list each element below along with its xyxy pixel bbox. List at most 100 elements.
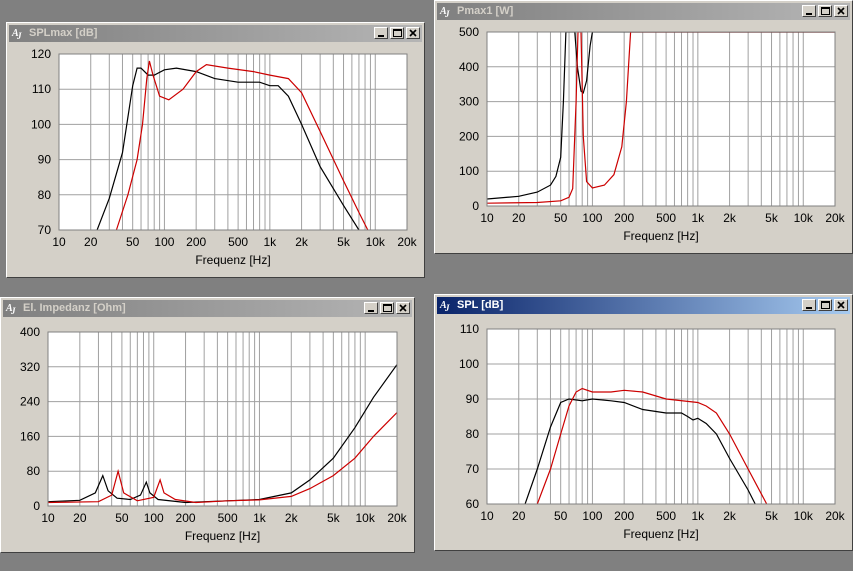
x-tick-label: 10: [41, 511, 55, 525]
pmax-window[interactable]: A J Pmax1 [W] 10 20 50 100 200 500 1k 2k 5k 10k 20…: [434, 0, 853, 254]
close-button[interactable]: [396, 302, 410, 314]
x-tick-label: 500: [228, 235, 248, 249]
app-icon: A J: [5, 303, 16, 316]
x-tick-label: 1k: [691, 509, 705, 523]
maximize-button[interactable]: [818, 299, 832, 311]
plot-area: [48, 332, 397, 506]
close-button[interactable]: [834, 299, 848, 311]
close-button[interactable]: [834, 5, 848, 17]
app-icon: A J: [439, 300, 450, 313]
x-tick-label: 2k: [723, 509, 737, 523]
x-tick-label: 50: [115, 511, 129, 525]
series-line-1: [487, 32, 835, 200]
app-icon: A J: [439, 6, 450, 19]
x-tick-label: 100: [144, 511, 164, 525]
x-tick-label: 200: [186, 235, 206, 249]
y-tick-label: 320: [20, 360, 40, 374]
x-axis-label: Frequenz [Hz]: [185, 529, 260, 543]
y-tick-label: 200: [459, 129, 479, 143]
window-title: SPL [dB]: [457, 299, 504, 311]
plot-frame: [486, 328, 836, 505]
y-tick-label: 80: [38, 188, 52, 202]
x-axis-label: Frequenz [Hz]: [623, 527, 698, 541]
y-tick-label: 100: [459, 164, 479, 178]
x-tick-label: 20k: [825, 509, 845, 523]
svg-text:J: J: [10, 306, 16, 316]
window-title: SPLmax [dB]: [29, 27, 98, 39]
plot-area: [487, 329, 835, 504]
x-tick-label: 20k: [387, 511, 407, 525]
window-title: El. Impedanz [Ohm]: [23, 302, 126, 314]
y-tick-label: 90: [38, 153, 52, 167]
y-tick-label: 400: [459, 60, 479, 74]
x-tick-label: 10: [480, 211, 494, 225]
x-tick-label: 200: [176, 511, 196, 525]
plot-frame: [47, 331, 398, 507]
x-tick-label: 20: [512, 211, 526, 225]
pmax-chart: 10 20 50 100 200 500 1k 2k 5k 10k 20k 0 100 200 300 400…: [459, 25, 846, 243]
minimize-button[interactable]: [802, 5, 816, 17]
x-tick-label: 5k: [337, 235, 351, 249]
x-axis-label: Frequenz [Hz]: [195, 253, 270, 267]
y-tick-label: 400: [20, 325, 40, 339]
y-tick-label: 110: [460, 322, 479, 336]
spl-window[interactable]: A J SPL [dB] 10 20 50 100 200 500 1k 2k 5k 10k 20k…: [434, 294, 853, 551]
y-tick-label: 60: [466, 497, 480, 511]
x-tick-label: 20: [512, 509, 526, 523]
x-tick-label: 100: [154, 235, 174, 249]
impedance-window[interactable]: A J El. Impedanz [Ohm] 10 20 50 100 200 500 1k…: [0, 297, 415, 553]
minimize-button[interactable]: [364, 302, 378, 314]
y-tick-label: 110: [32, 82, 51, 96]
maximize-button[interactable]: [380, 302, 394, 314]
x-tick-label: 10k: [366, 235, 386, 249]
x-tick-label: 20k: [397, 235, 417, 249]
x-tick-label: 20: [73, 511, 87, 525]
y-tick-label: 80: [27, 464, 41, 478]
series-line-2: [48, 412, 397, 504]
y-tick-label: 300: [459, 95, 479, 109]
minimize-button[interactable]: [374, 27, 388, 39]
svg-text:A: A: [439, 6, 447, 17]
titlebar[interactable]: A J SPL [dB]: [437, 297, 850, 314]
plot-frame: [58, 53, 408, 231]
window-title: Pmax1 [W]: [457, 5, 514, 17]
y-tick-label: 100: [459, 357, 479, 371]
titlebar[interactable]: A J SPLmax [dB]: [9, 25, 422, 42]
x-tick-label: 1k: [263, 235, 277, 249]
series-line-2: [487, 32, 835, 204]
splmax-window[interactable]: A J SPLmax [dB] 10 20 50 100 200 500 1k 2k 5k 10k…: [6, 22, 425, 278]
x-tick-label: 5k: [765, 509, 779, 523]
svg-text:J: J: [444, 303, 450, 313]
maximize-button[interactable]: [390, 27, 404, 39]
x-tick-label: 5k: [327, 511, 341, 525]
x-tick-label: 200: [614, 509, 634, 523]
x-axis-label: Frequenz [Hz]: [623, 229, 698, 243]
x-tick-label: 10k: [355, 511, 375, 525]
maximize-button[interactable]: [818, 5, 832, 17]
y-tick-label: 100: [31, 117, 51, 131]
x-tick-label: 20: [84, 235, 98, 249]
x-tick-label: 10k: [794, 509, 814, 523]
series-line-1: [524, 398, 756, 504]
x-tick-label: 10: [480, 509, 494, 523]
series-line-2: [536, 387, 768, 504]
svg-text:J: J: [16, 31, 22, 41]
x-tick-label: 500: [656, 211, 676, 225]
plot-frame: [486, 31, 836, 207]
y-tick-label: 240: [20, 395, 40, 409]
y-tick-label: 160: [20, 429, 40, 443]
svg-text:A: A: [11, 28, 19, 39]
x-tick-label: 100: [582, 211, 602, 225]
x-tick-label: 500: [218, 511, 238, 525]
close-button[interactable]: [406, 27, 420, 39]
minimize-button[interactable]: [802, 299, 816, 311]
x-tick-label: 20k: [825, 211, 845, 225]
y-tick-label: 80: [466, 427, 480, 441]
y-tick-label: 70: [466, 462, 480, 476]
x-tick-label: 100: [582, 509, 602, 523]
x-tick-label: 50: [126, 235, 140, 249]
titlebar[interactable]: A J El. Impedanz [Ohm]: [3, 300, 412, 317]
y-tick-label: 70: [38, 223, 52, 237]
titlebar[interactable]: A J Pmax1 [W]: [437, 3, 850, 20]
plot-area: [59, 54, 407, 230]
